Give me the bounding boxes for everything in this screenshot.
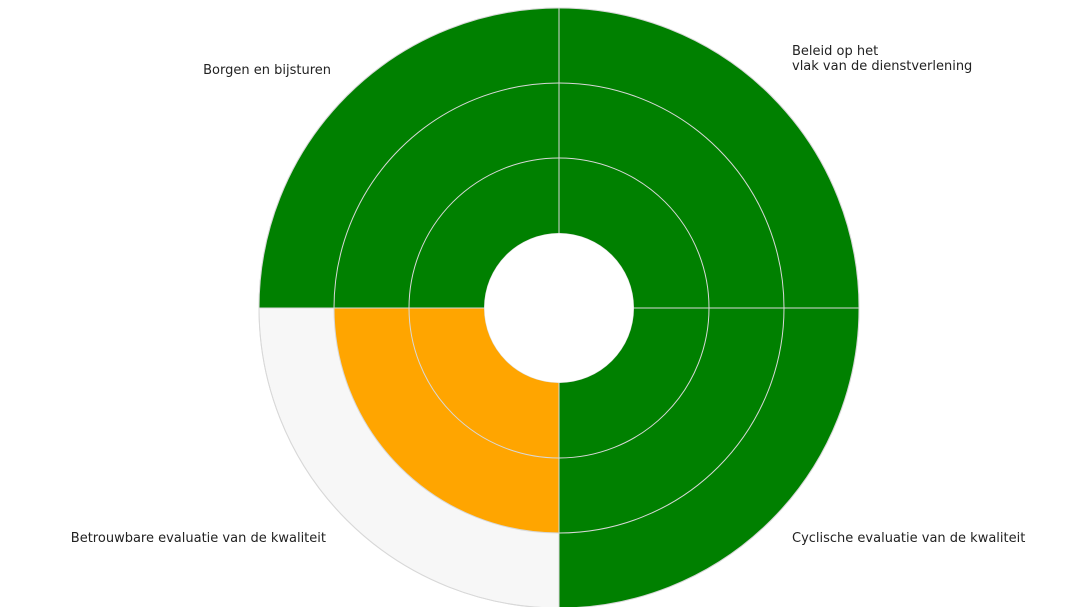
category-label: Borgen en bijsturen xyxy=(203,63,331,78)
sector xyxy=(559,308,859,607)
sector xyxy=(559,8,859,308)
category-label: Betrouwbare evaluatie van de kwaliteit xyxy=(71,531,326,546)
category-label: Cyclische evaluatie van de kwaliteit xyxy=(792,531,1025,546)
sector xyxy=(334,308,559,533)
category-label: Beleid op het vlak van de dienstverlening xyxy=(792,44,972,74)
sector xyxy=(259,8,559,308)
